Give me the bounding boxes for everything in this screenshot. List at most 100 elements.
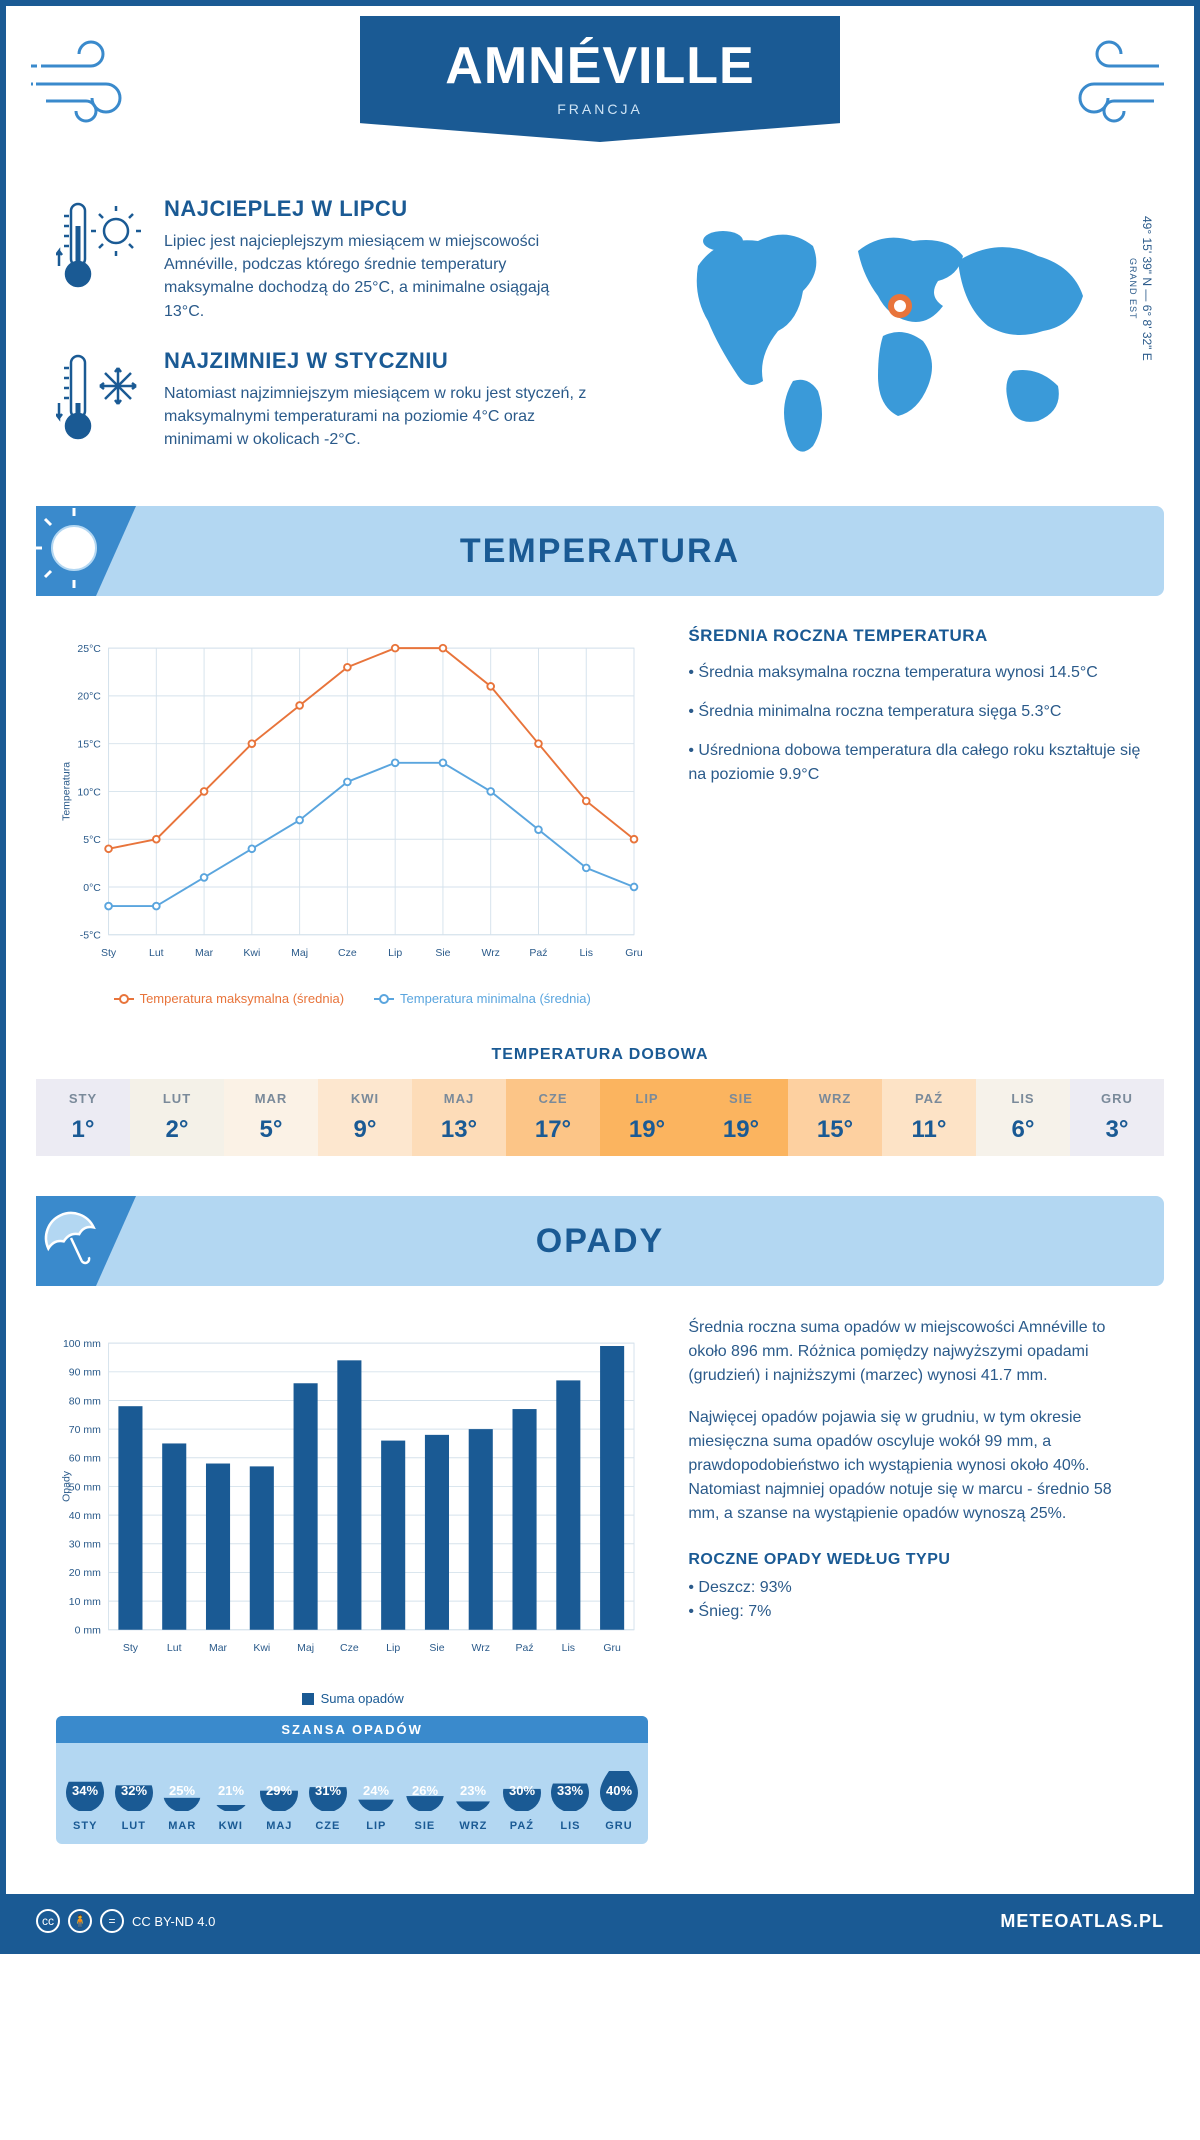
title-banner: AMNÉVILLE FRANCJA	[360, 16, 840, 142]
daily-cell: MAJ13°	[412, 1079, 506, 1156]
cc-icon: cc	[36, 1909, 60, 1933]
precip-type-item: • Śnieg: 7%	[688, 1603, 1144, 1621]
drop-month: GRU	[595, 1820, 644, 1832]
info-row: NAJCIEPLEJ W LIPCU Lipiec jest najcieple…	[6, 186, 1194, 506]
precip-type-item: • Deszcz: 93%	[688, 1579, 1144, 1597]
svg-text:10 mm: 10 mm	[69, 1596, 101, 1608]
chance-drop: 31% CZE	[304, 1755, 353, 1832]
svg-text:70 mm: 70 mm	[69, 1424, 101, 1436]
drop-month: SIE	[401, 1820, 450, 1832]
svg-text:0°C: 0°C	[83, 882, 101, 894]
precip-text-2: Najwięcej opadów pojawia się w grudniu, …	[688, 1406, 1144, 1526]
daily-temp-title: TEMPERATURA DOBOWA	[6, 1046, 1194, 1064]
daily-cell: SIE19°	[694, 1079, 788, 1156]
svg-text:33%: 33%	[557, 1783, 583, 1798]
precipitation-chart: 0 mm10 mm20 mm30 mm40 mm50 mm60 mm70 mm8…	[56, 1316, 648, 1844]
footer: cc 🧍 = CC BY-ND 4.0 METEOATLAS.PL	[6, 1894, 1194, 1948]
daily-cell: LIS6°	[976, 1079, 1070, 1156]
daily-cell: STY 1°	[36, 1079, 130, 1156]
svg-text:90 mm: 90 mm	[69, 1367, 101, 1379]
svg-text:21%: 21%	[218, 1783, 244, 1798]
svg-text:25%: 25%	[169, 1783, 195, 1798]
cold-text: Natomiast najzimniejszym miesiącem w rok…	[164, 382, 593, 452]
daily-value: 1°	[36, 1116, 130, 1144]
svg-text:Sie: Sie	[429, 1642, 444, 1654]
legend-precip: Suma opadów	[321, 1691, 404, 1706]
license-text: CC BY-ND 4.0	[132, 1914, 215, 1929]
svg-text:Lis: Lis	[580, 947, 593, 959]
svg-text:-5°C: -5°C	[80, 930, 102, 942]
site-name: METEOATLAS.PL	[1000, 1911, 1164, 1932]
thermometer-sun-icon	[56, 196, 146, 296]
svg-text:Opady: Opady	[60, 1471, 72, 1503]
world-map: 49° 15' 39" N — 6° 8' 32" E GRAND EST	[633, 196, 1144, 476]
temperature-title: TEMPERATURA	[460, 532, 740, 571]
svg-text:Gru: Gru	[603, 1642, 621, 1654]
daily-month: CZE	[506, 1091, 600, 1106]
license-block: cc 🧍 = CC BY-ND 4.0	[36, 1909, 215, 1933]
svg-text:20°C: 20°C	[77, 691, 101, 703]
daily-value: 6°	[976, 1116, 1070, 1144]
svg-text:Wrz: Wrz	[472, 1642, 490, 1654]
svg-text:29%: 29%	[266, 1783, 292, 1798]
svg-text:Paź: Paź	[515, 1642, 533, 1654]
daily-month: LIP	[600, 1091, 694, 1106]
drop-month: LUT	[110, 1820, 159, 1832]
svg-text:31%: 31%	[315, 1783, 341, 1798]
annual-bullet: • Uśredniona dobowa temperatura dla całe…	[688, 739, 1144, 787]
drop-month: CZE	[304, 1820, 353, 1832]
daily-value: 9°	[318, 1116, 412, 1144]
svg-text:23%: 23%	[460, 1783, 486, 1798]
svg-text:Lut: Lut	[167, 1642, 182, 1654]
svg-text:50 mm: 50 mm	[69, 1482, 101, 1494]
daily-value: 13°	[412, 1116, 506, 1144]
chance-drop: 24% LIP	[352, 1755, 401, 1832]
svg-text:32%: 32%	[121, 1783, 147, 1798]
svg-text:Sty: Sty	[101, 947, 117, 959]
svg-text:5°C: 5°C	[83, 834, 101, 846]
daily-month: PAŹ	[882, 1091, 976, 1106]
daily-value: 3°	[1070, 1116, 1164, 1144]
svg-text:Sie: Sie	[435, 947, 450, 959]
svg-text:Paź: Paź	[529, 947, 547, 959]
svg-text:25°C: 25°C	[77, 643, 101, 655]
svg-text:100 mm: 100 mm	[63, 1338, 101, 1350]
thermometer-snow-icon	[56, 348, 146, 448]
precipitation-section-header: OPADY	[36, 1196, 1164, 1286]
chance-drop: 25% MAR	[158, 1755, 207, 1832]
daily-value: 2°	[130, 1116, 224, 1144]
chance-drop: 32% LUT	[110, 1755, 159, 1832]
svg-text:60 mm: 60 mm	[69, 1453, 101, 1465]
temperature-chart: -5°C0°C5°C10°C15°C20°C25°CStyLutMarKwiMa…	[56, 626, 648, 1006]
city-title: AMNÉVILLE	[360, 36, 840, 96]
svg-text:Mar: Mar	[209, 1642, 228, 1654]
coordinates: 49° 15' 39" N — 6° 8' 32" E GRAND EST	[1126, 216, 1154, 361]
warm-text: Lipiec jest najcieplejszym miesiącem w m…	[164, 230, 593, 323]
country-subtitle: FRANCJA	[360, 101, 840, 117]
chance-drop: 26% SIE	[401, 1755, 450, 1832]
svg-text:30%: 30%	[509, 1783, 535, 1798]
svg-text:Maj: Maj	[297, 1642, 314, 1654]
warm-title: NAJCIEPLEJ W LIPCU	[164, 196, 593, 222]
legend-max: Temperatura maksymalna (średnia)	[140, 991, 344, 1006]
daily-month: KWI	[318, 1091, 412, 1106]
svg-text:Maj: Maj	[291, 947, 308, 959]
coords-region: GRAND EST	[1128, 258, 1138, 320]
svg-text:Lut: Lut	[149, 947, 164, 959]
daily-value: 15°	[788, 1116, 882, 1144]
svg-text:30 mm: 30 mm	[69, 1539, 101, 1551]
daily-month: STY	[36, 1091, 130, 1106]
coldest-block: NAJZIMNIEJ W STYCZNIU Natomiast najzimni…	[56, 348, 593, 452]
sun-corner-icon	[36, 506, 136, 596]
warmest-block: NAJCIEPLEJ W LIPCU Lipiec jest najcieple…	[56, 196, 593, 323]
daily-cell: GRU3°	[1070, 1079, 1164, 1156]
daily-value: 17°	[506, 1116, 600, 1144]
drop-month: LIP	[352, 1820, 401, 1832]
svg-text:Mar: Mar	[195, 947, 214, 959]
drops-title: SZANSA OPADÓW	[56, 1716, 648, 1743]
svg-text:24%: 24%	[363, 1783, 389, 1798]
precip-text-1: Średnia roczna suma opadów w miejscowośc…	[688, 1316, 1144, 1388]
annual-bullet: • Średnia maksymalna roczna temperatura …	[688, 661, 1144, 685]
annual-temp-title: ŚREDNIA ROCZNA TEMPERATURA	[688, 626, 1144, 646]
svg-text:Lis: Lis	[562, 1642, 575, 1654]
